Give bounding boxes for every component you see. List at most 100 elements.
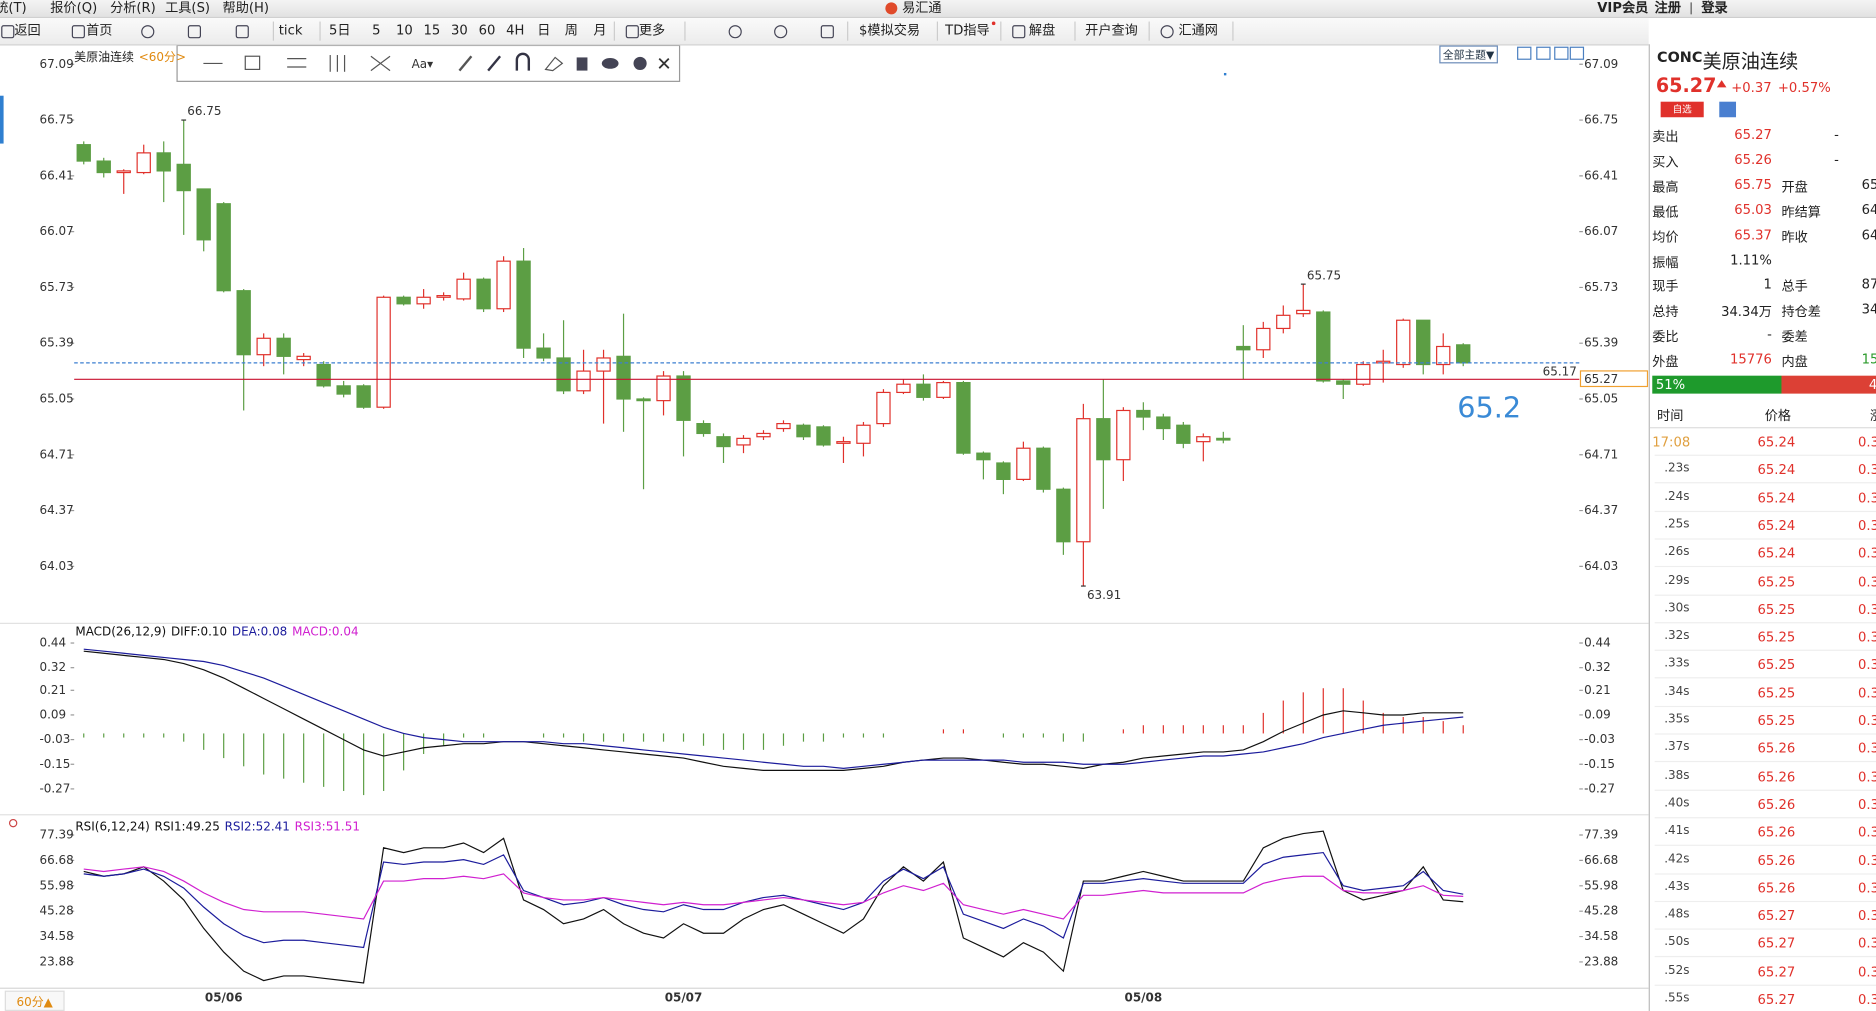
tool-pen[interactable] (487, 55, 502, 72)
account-link[interactable]: 注册 (1654, 0, 1681, 16)
toolbar-button[interactable]: 月 (593, 22, 607, 39)
candle-body (96, 160, 111, 174)
stat-label: 委比 (1652, 329, 1679, 345)
home-icon[interactable] (71, 25, 85, 39)
account-link[interactable]: 登录 (1701, 0, 1728, 16)
zoom-out-icon[interactable] (728, 25, 742, 39)
alert-button[interactable] (1719, 101, 1737, 118)
symbol-name: 美原油连续 (74, 51, 135, 65)
candle-body (1316, 311, 1331, 382)
book-label: 买入 (1652, 154, 1679, 170)
candle-body (336, 385, 351, 395)
chat-icon[interactable] (1012, 25, 1026, 39)
candle-body (1096, 418, 1111, 461)
candle-body (796, 424, 811, 438)
legend: MACD(26,12,9) DIFF:0.10 DEA:0.08 MACD:0.04 (75, 624, 358, 638)
layout-button[interactable] (1517, 46, 1532, 60)
toolbar-button[interactable]: 周 (564, 22, 578, 39)
tool-close[interactable] (658, 57, 670, 69)
trade-change: 0.3 (1858, 685, 1876, 701)
refresh-icon[interactable] (141, 25, 155, 39)
stat-value: 64 (1861, 226, 1876, 243)
toolbar-button[interactable]: 开户查询 (1085, 22, 1138, 39)
toolbar-button[interactable]: tick (278, 22, 303, 39)
toolbar-button[interactable]: 5 (372, 22, 381, 39)
account-link[interactable]: VIP会员 (1597, 0, 1649, 16)
trade-time: .38s (1664, 768, 1690, 782)
candle-body (916, 383, 931, 398)
toolbar-button[interactable]: 首页 (86, 22, 113, 39)
toolbar-button[interactable]: 汇通网 (1178, 22, 1218, 39)
row-line (1654, 482, 1876, 484)
y-tick-label: 65.39 (39, 336, 73, 350)
toolbar-button[interactable]: 15 (423, 22, 441, 39)
toolbar-button[interactable]: 返回 (14, 22, 41, 39)
toolbar-button[interactable]: 10 (396, 22, 413, 39)
y-tick-label: 55.98 (1584, 878, 1618, 892)
zoom-in-icon[interactable] (774, 25, 788, 39)
book-price: 65.26 (1734, 151, 1772, 168)
trade-change: 0.3 (1858, 908, 1876, 924)
tool-visible[interactable] (601, 58, 619, 69)
watch-button[interactable]: 自选 (1660, 101, 1704, 118)
trade-time: .43s (1664, 880, 1690, 894)
y-tick-label: 34.58 (39, 929, 73, 943)
tool-pattern[interactable] (370, 55, 391, 72)
row-line (1654, 454, 1876, 456)
trade-change: 0.3 (1858, 657, 1876, 673)
trade-price: 65.24 (1757, 545, 1796, 562)
period-button[interactable]: 60分▲ (4, 990, 65, 1011)
y-tick-label: -0.03 (1584, 732, 1615, 746)
toolbar-button[interactable]: 30 (451, 22, 468, 39)
row-line (1654, 956, 1876, 958)
indicator-icon[interactable] (187, 25, 202, 39)
tool-delete[interactable] (576, 57, 588, 71)
candle-body (1216, 437, 1231, 441)
toolbar-button[interactable]: 日 (537, 22, 551, 39)
layout-button[interactable] (1554, 46, 1569, 60)
toolbar-button[interactable]: 解盘 (1028, 22, 1056, 39)
tool-eraser[interactable] (544, 56, 564, 72)
tool-settings[interactable] (633, 56, 647, 70)
layout-button[interactable] (1536, 46, 1551, 60)
tool-text[interactable]: Aa▾ (412, 57, 434, 71)
settings-icon[interactable] (8, 818, 18, 828)
menu-item[interactable]: 统(T) (0, 0, 27, 16)
stat-value: 34.34万 (1721, 304, 1772, 320)
candle-body (696, 423, 711, 435)
y-tick-label: 0.21 (1584, 683, 1611, 697)
more-icon[interactable] (625, 25, 639, 39)
toolbar-button[interactable]: 更多 (638, 22, 666, 39)
toolbar-button[interactable]: 60 (478, 22, 496, 39)
tool-ruler[interactable] (458, 55, 473, 72)
trade-change: 0.3 (1858, 991, 1876, 1008)
candle-body (116, 170, 131, 174)
menu-item[interactable]: 报价(Q) (50, 0, 98, 16)
toolbar-button[interactable]: 4H (506, 22, 525, 39)
pen-icon[interactable] (820, 25, 834, 39)
candle-body (816, 426, 831, 446)
up-arrow (1716, 80, 1727, 88)
layout-button[interactable] (1569, 46, 1585, 60)
tool-magnet[interactable] (515, 52, 531, 71)
tool-rect[interactable] (244, 55, 261, 70)
toolbar-button[interactable]: 5日 (329, 22, 351, 39)
toolbar-button[interactable]: $模拟交易 (859, 22, 921, 39)
series-line (83, 650, 1464, 771)
menu-item[interactable]: 工具(S) (165, 0, 211, 16)
theme-select[interactable]: 全部主题▼ (1439, 45, 1498, 64)
y-tick-label: -0.03 (39, 732, 70, 746)
toolbar-button[interactable]: TD指导 (945, 22, 990, 39)
menu-item[interactable]: 分析(R) (110, 0, 156, 16)
quote-code: CONC (1657, 49, 1703, 66)
arrow-icon[interactable] (1, 25, 15, 39)
legend-entry: DIFF:0.10 (171, 624, 227, 638)
y-tick-label: 77.39 (1584, 827, 1618, 841)
kline-icon[interactable] (235, 25, 249, 39)
logo-icon[interactable] (1160, 25, 1174, 39)
menu-item[interactable]: 帮助(H) (222, 0, 270, 16)
candle-body (296, 355, 311, 361)
candle-body (236, 290, 251, 356)
toolbar-separator (319, 21, 321, 41)
